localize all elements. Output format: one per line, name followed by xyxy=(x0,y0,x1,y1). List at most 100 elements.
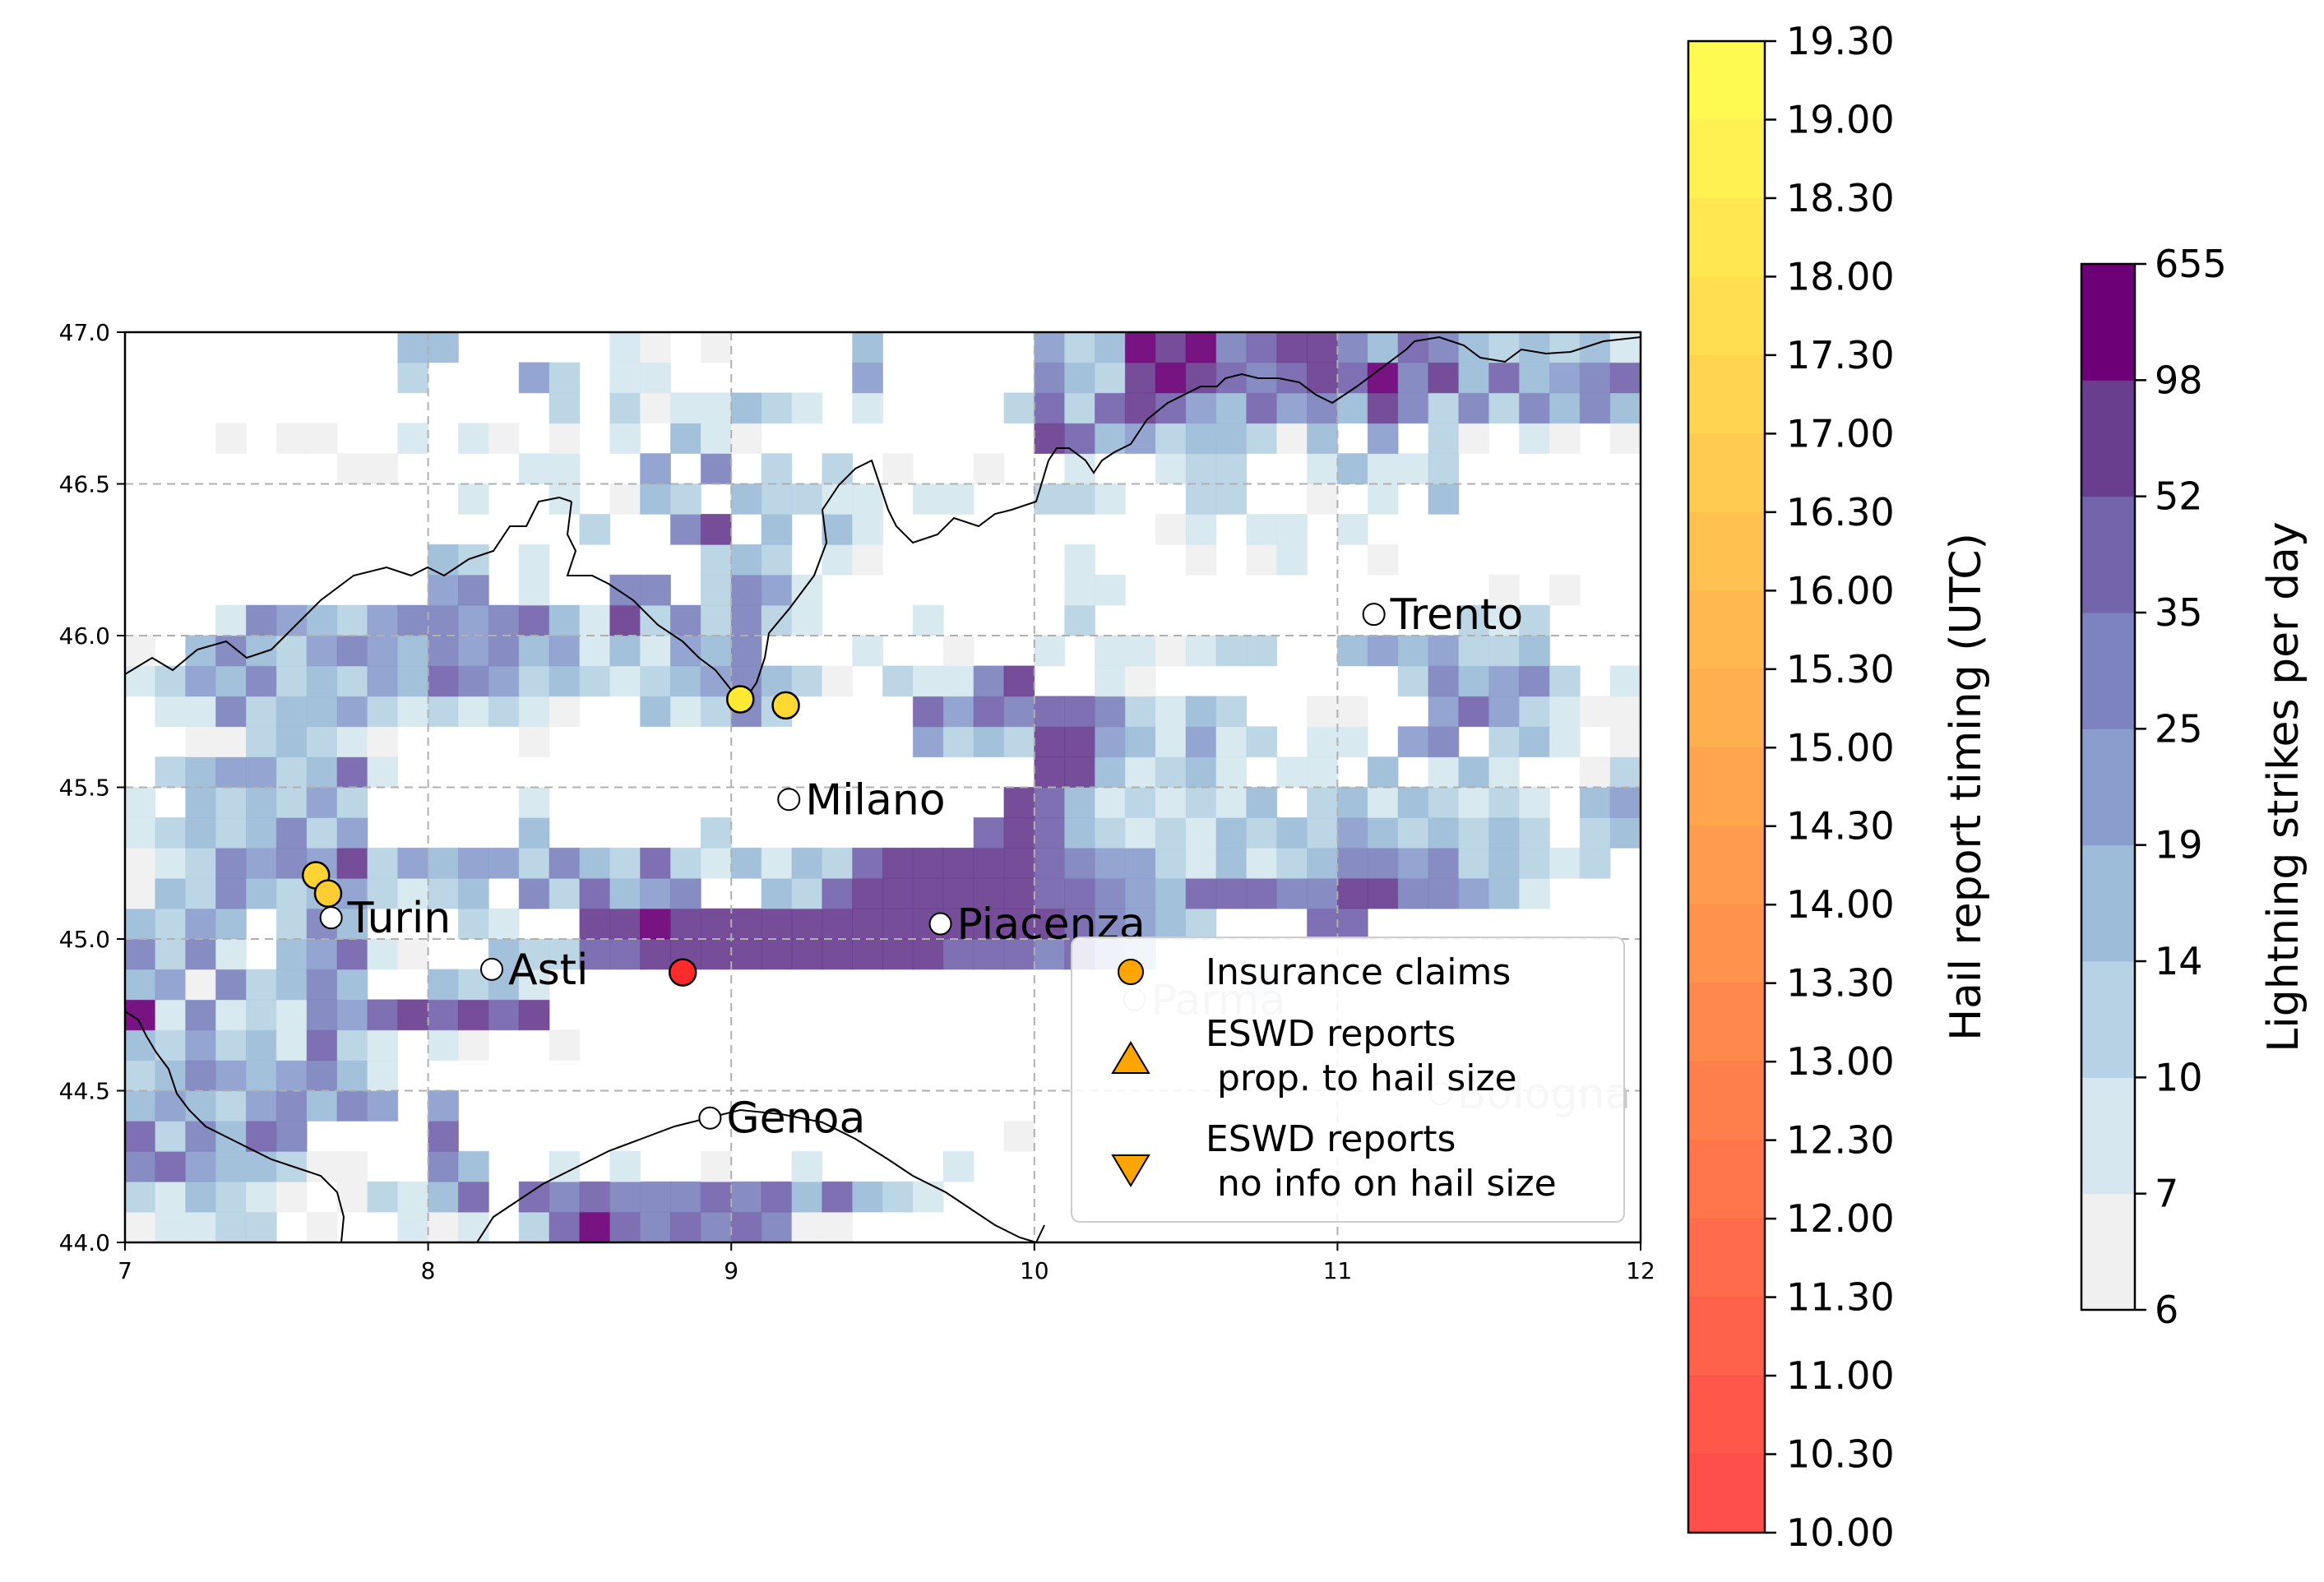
lightning-cell xyxy=(1185,483,1217,515)
lightning-cell xyxy=(1397,665,1429,697)
lightning-cell xyxy=(306,604,338,636)
lightning-cell xyxy=(852,513,884,545)
lightning-cell xyxy=(882,453,914,484)
lightning-cell xyxy=(1276,423,1308,455)
lightning-cell xyxy=(397,847,429,879)
lightning-cell xyxy=(1307,816,1338,849)
lightning-cell xyxy=(518,999,550,1031)
lightning-cell xyxy=(215,1029,247,1062)
lightning-cell xyxy=(155,756,187,788)
lightning-cell xyxy=(428,999,459,1031)
lightning-cell xyxy=(275,1060,308,1091)
lightning-cell xyxy=(822,513,854,545)
lightning-cell xyxy=(640,332,671,363)
lightning-cell xyxy=(518,847,550,879)
lightning-cell xyxy=(1428,423,1460,455)
lightning-cell xyxy=(1640,332,1641,363)
lightning-cell xyxy=(1124,423,1156,455)
border-path-north xyxy=(1048,335,1641,474)
lightning-cell xyxy=(973,816,1005,849)
lightning-cell xyxy=(336,1060,368,1091)
lightning-cell xyxy=(336,635,368,667)
lightning-cell xyxy=(1609,816,1641,849)
lightning-cell xyxy=(428,696,459,728)
lightning-cell xyxy=(1003,938,1035,970)
lightning-cell xyxy=(912,1181,944,1213)
lightning-cell xyxy=(609,938,641,970)
lightning-cell xyxy=(185,1060,217,1091)
timing-color-segment xyxy=(1688,1062,1765,1141)
lightning-cell xyxy=(155,969,187,1001)
lightning-cell xyxy=(1155,908,1187,940)
timing-color-segment xyxy=(1688,1376,1765,1455)
lightning-cell xyxy=(640,938,671,970)
lightning-cell xyxy=(306,816,338,849)
lightning-cell xyxy=(1307,696,1338,728)
lightning-cell xyxy=(761,847,793,879)
colorbar-timing-ticks: 10.00 10.30 11.00 11.30 12.00 12.30 13.00 13.30… xyxy=(1765,19,1895,1555)
lightning-cell xyxy=(1034,635,1066,667)
lightning-cell xyxy=(397,1181,429,1213)
lightning-cell xyxy=(700,1150,732,1182)
lightning-cell xyxy=(245,1211,277,1242)
lightning-cell xyxy=(1215,362,1248,394)
lightning-cell xyxy=(700,604,732,636)
lightning-cell xyxy=(1428,392,1460,424)
lightning-cell xyxy=(1397,392,1429,424)
lightning-cell xyxy=(1397,787,1429,818)
lightning-cell xyxy=(1579,847,1611,879)
lightning-cell xyxy=(155,696,187,728)
lightning-cell xyxy=(1215,726,1248,758)
lightning-cell xyxy=(1095,392,1126,424)
lightning-cell xyxy=(1155,756,1187,788)
lightning-cell xyxy=(336,1150,368,1182)
lightning-cell xyxy=(215,1211,247,1242)
lightning-cell xyxy=(730,938,762,970)
lightning-cell xyxy=(1609,362,1641,394)
lightning-cell xyxy=(579,1181,611,1213)
lightning-cell xyxy=(488,635,520,667)
lightning-cell xyxy=(700,816,732,849)
lightning-cell xyxy=(1124,816,1156,849)
lightning-cell xyxy=(942,665,975,697)
lightning-cell xyxy=(397,423,429,455)
lightning-cell xyxy=(1155,787,1187,818)
lightning-cell xyxy=(245,604,277,636)
lightning-tick-label: 655 xyxy=(2155,242,2227,286)
lightning-cell xyxy=(1034,483,1066,515)
lightning-cell xyxy=(1095,847,1126,879)
lightning-cell xyxy=(1034,423,1066,455)
lightning-cell xyxy=(1155,423,1187,455)
lightning-cell xyxy=(1458,604,1490,636)
lightning-cell xyxy=(306,696,338,728)
lightning-cell xyxy=(155,1181,187,1213)
lightning-cell xyxy=(700,847,732,879)
colorbar-lightning-segments xyxy=(2081,264,2135,1311)
lightning-cell xyxy=(1609,392,1641,424)
lightning-cell xyxy=(185,665,217,697)
lightning-cell xyxy=(1124,847,1156,879)
lightning-cell xyxy=(155,665,187,697)
lightning-cell xyxy=(1640,362,1641,394)
lightning-cell xyxy=(912,696,944,728)
lightning-cell xyxy=(1246,877,1278,909)
lightning-cell xyxy=(1034,816,1066,849)
lightning-cell xyxy=(336,908,368,940)
timing-color-segment xyxy=(1688,511,1765,591)
lightning-cell xyxy=(1155,332,1187,363)
lightning-cell xyxy=(1276,847,1308,879)
lightning-cell xyxy=(155,1029,187,1062)
lightning-cell xyxy=(822,332,854,333)
hail-report-point xyxy=(726,685,755,714)
lightning-cell xyxy=(609,604,641,636)
lightning-cell xyxy=(700,423,732,455)
lightning-cell xyxy=(1519,726,1550,758)
lightning-cell xyxy=(275,423,308,455)
lightning-cell xyxy=(457,1150,489,1182)
lightning-cell xyxy=(488,423,520,455)
lightning-cell xyxy=(609,1150,641,1182)
lightning-cell xyxy=(730,392,762,424)
lightning-cell xyxy=(579,938,611,970)
lightning-cell xyxy=(1640,696,1641,728)
lightning-cell xyxy=(1458,696,1490,728)
